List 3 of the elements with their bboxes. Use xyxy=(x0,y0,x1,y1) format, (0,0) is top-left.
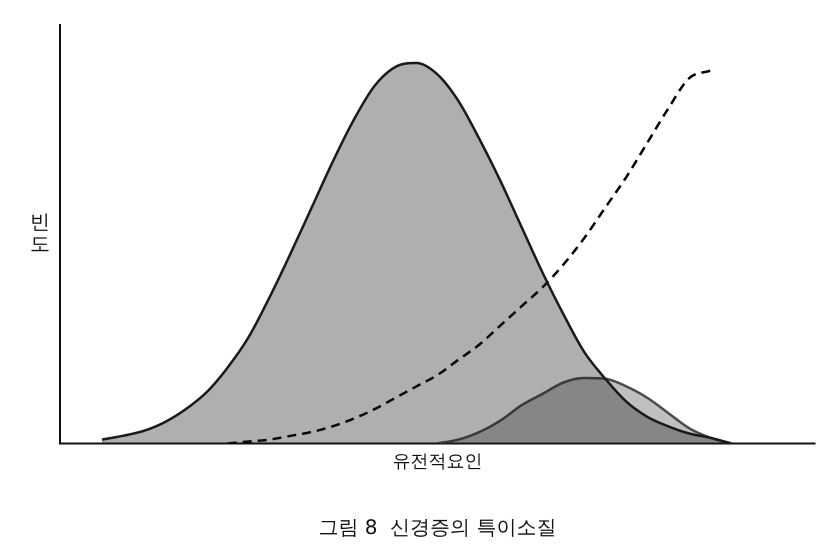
x-axis-title: 유전적요인 xyxy=(392,450,482,472)
text: 그림 8 신경증의 특이소질 xyxy=(318,515,557,540)
y-axis-title: 빈도 xyxy=(30,209,50,256)
